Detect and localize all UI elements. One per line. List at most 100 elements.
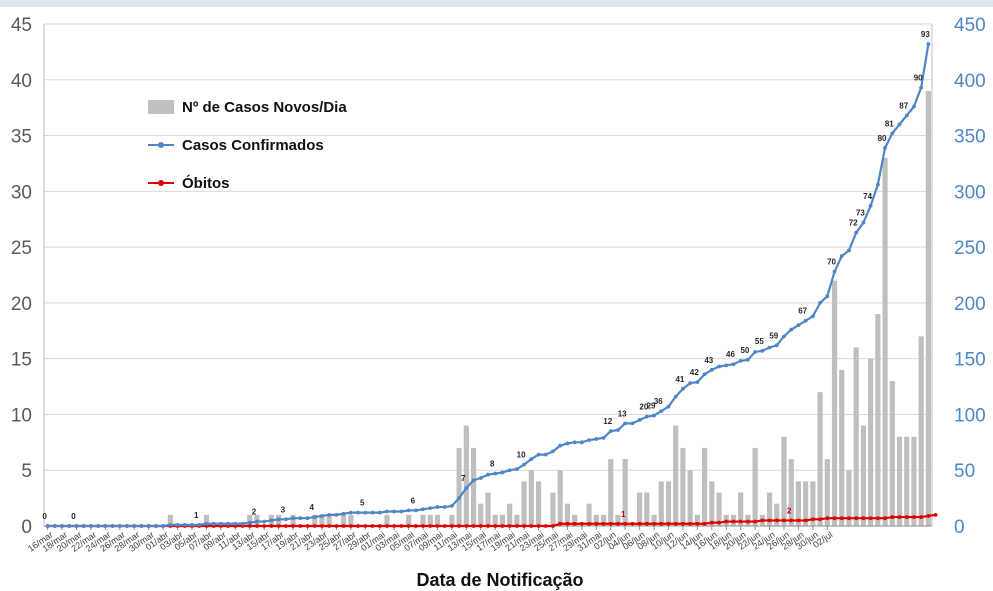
confirmed-point <box>782 334 786 339</box>
bar <box>615 514 621 526</box>
bar <box>875 314 881 526</box>
bar <box>817 392 823 526</box>
confirmed-point <box>478 476 483 480</box>
confirmed-data-label: 74 <box>863 192 872 201</box>
bar <box>831 280 838 526</box>
deaths-point <box>926 514 931 518</box>
confirmed-data-label: 123 <box>991 0 993 2</box>
deaths-point <box>305 524 310 528</box>
bar <box>709 481 715 526</box>
legend-item-deaths: Óbitos <box>148 172 230 194</box>
confirmed-point <box>847 248 851 253</box>
deaths-point <box>608 521 613 526</box>
deaths-point <box>746 519 750 524</box>
confirmed-point <box>904 113 909 118</box>
y-right-tick-label: 100 <box>954 405 986 426</box>
confirmed-point <box>890 131 895 136</box>
bar <box>572 514 578 526</box>
bar <box>420 514 426 526</box>
confirmed-point <box>832 269 837 274</box>
confirmed-point <box>839 254 844 258</box>
y-right-tick-label: 0 <box>954 517 965 538</box>
deaths-point <box>659 521 664 526</box>
confirmed-point <box>392 509 397 514</box>
bar <box>658 481 664 526</box>
bar <box>470 447 477 526</box>
deaths-point <box>890 515 895 519</box>
deaths-point <box>601 521 606 526</box>
confirmed-point <box>356 510 360 515</box>
deaths-point <box>738 519 743 524</box>
bar <box>290 514 296 526</box>
top-border <box>0 0 993 7</box>
confirmed-point <box>681 386 685 391</box>
deaths-point <box>919 515 924 519</box>
confirmed-point <box>204 521 209 526</box>
confirmed-point <box>74 524 79 528</box>
confirmed-point <box>428 506 433 511</box>
bar <box>600 514 607 526</box>
bar <box>774 503 780 526</box>
confirmed-point <box>96 524 101 528</box>
confirmed-point <box>161 524 166 528</box>
legend: Nº de Casos Novos/Dia Casos Confirmados … <box>148 92 388 202</box>
confirmed-point <box>233 521 238 526</box>
confirmed-data-label: 2 <box>252 508 257 517</box>
deaths-point <box>507 524 512 528</box>
confirmed-data-label: 95 <box>943 0 952 2</box>
deaths-point <box>587 521 591 526</box>
bar <box>803 481 809 526</box>
deaths-point <box>933 512 938 517</box>
legend-item-bars: Nº de Casos Novos/Dia <box>148 96 347 118</box>
confirmed-point <box>377 510 382 515</box>
bar <box>348 514 354 526</box>
confirmed-data-label: 20 <box>639 403 648 412</box>
confirmed-point <box>587 438 591 443</box>
confirmed-point <box>825 294 830 299</box>
confirmed-data-label: 29 <box>647 402 656 411</box>
confirmed-point <box>305 516 310 521</box>
bars-series <box>167 90 931 526</box>
confirmed-point <box>926 42 931 46</box>
confirmed-point <box>450 504 454 508</box>
deaths-point <box>731 519 736 524</box>
confirmed-point <box>551 449 555 454</box>
bar <box>868 358 874 526</box>
deaths-point <box>572 521 577 526</box>
confirmed-point <box>774 343 779 348</box>
deaths-point <box>760 518 765 523</box>
deaths-point <box>486 524 490 528</box>
deaths-point <box>673 521 678 526</box>
deaths-point <box>283 524 288 528</box>
confirmed-data-label: 93 <box>921 30 930 39</box>
bar <box>889 380 895 526</box>
deaths-point <box>695 521 700 526</box>
confirmed-point <box>348 510 353 515</box>
confirmed-data-label: 103 <box>955 0 969 2</box>
bar <box>701 447 708 526</box>
confirmed-point <box>370 510 375 515</box>
deaths-point <box>543 524 548 528</box>
deaths-point <box>825 516 830 521</box>
deaths-point <box>363 524 368 528</box>
bar <box>795 481 802 526</box>
confirmed-point <box>413 508 418 513</box>
confirmed-point <box>659 409 664 413</box>
bar <box>550 492 556 526</box>
y-right-tick-label: 150 <box>954 350 986 371</box>
deaths-point <box>385 524 389 528</box>
bar <box>478 503 484 526</box>
confirmed-point <box>579 440 584 445</box>
confirmed-point <box>746 357 750 362</box>
confirmed-point <box>247 520 252 525</box>
deaths-point <box>450 524 454 528</box>
deaths-point <box>875 516 880 521</box>
bar <box>586 503 592 526</box>
confirmed-data-label: 119 <box>984 0 993 2</box>
confirmed-point <box>276 517 281 522</box>
bar <box>752 447 758 526</box>
confirmed-data-label: 73 <box>856 209 865 218</box>
bar <box>882 157 888 526</box>
confirmed-data-label: 72 <box>849 219 858 228</box>
confirmed-point <box>146 524 151 528</box>
